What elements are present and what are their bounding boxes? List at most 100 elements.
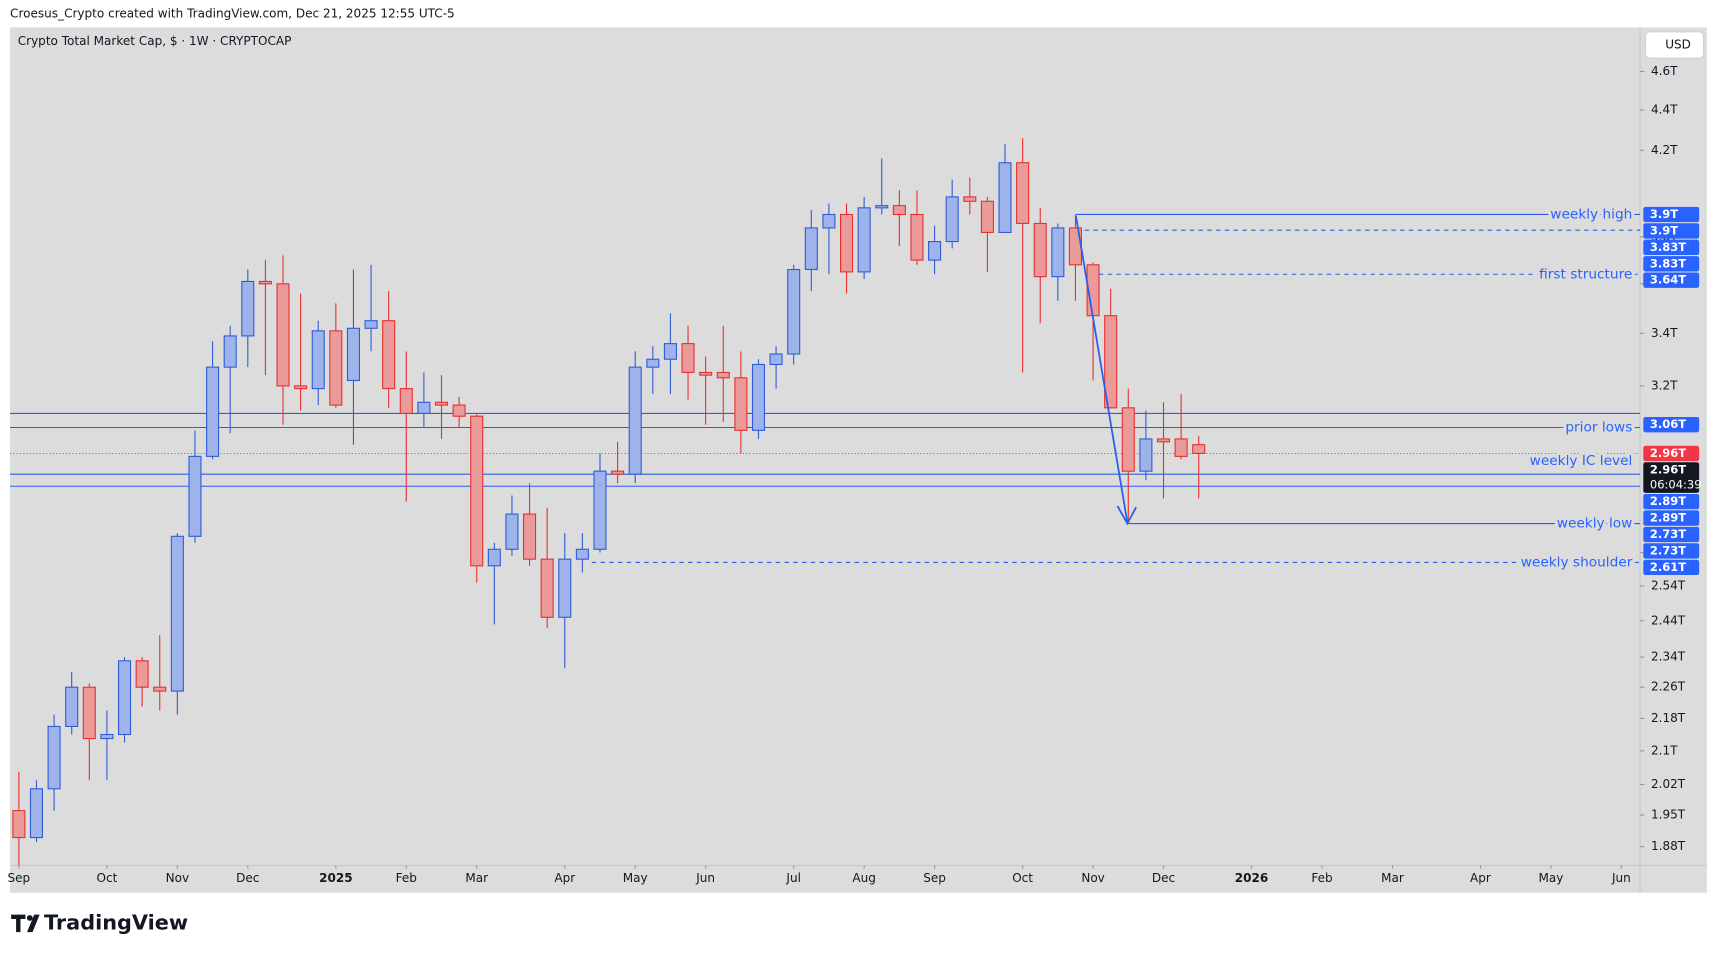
- candle-down: [452, 404, 466, 417]
- arrow-line: [1075, 215, 1129, 523]
- y-tick-label: 2.18T: [1651, 711, 1686, 725]
- price-label-box: [1643, 223, 1700, 239]
- price-label-box: [1643, 493, 1700, 510]
- candle-down: [681, 343, 695, 374]
- price-label: 2.73T: [1650, 543, 1686, 557]
- candle-down: [12, 810, 26, 839]
- y-tick-label: 1.88T: [1651, 839, 1686, 853]
- candle-down: [329, 330, 343, 406]
- price-label: 2.89T: [1650, 511, 1686, 525]
- price-label-box: [1643, 526, 1700, 543]
- candle-up: [223, 335, 237, 368]
- candle-down: [716, 371, 730, 379]
- price-label: 3.9T: [1650, 223, 1678, 237]
- candle-up: [100, 733, 114, 740]
- candle-up: [29, 788, 44, 839]
- candle-up: [663, 343, 677, 360]
- y-tick-label: 2.02T: [1651, 777, 1686, 791]
- price-label-box: [1643, 445, 1700, 462]
- x-tick-label: 2025: [319, 871, 353, 885]
- caption: Croesus_Crypto created with TradingView.…: [10, 7, 455, 21]
- x-tick-label: Apr: [554, 871, 575, 885]
- currency[interactable]: USD: [1665, 37, 1691, 51]
- x-tick-label: Nov: [166, 871, 189, 885]
- x-tick-label: Dec: [236, 871, 259, 885]
- arrow-head: [1116, 505, 1137, 526]
- price-label: 3.83T: [1650, 240, 1686, 254]
- x-tick-label: 2026: [1235, 871, 1269, 885]
- candle-up: [875, 205, 889, 209]
- candle-down: [1121, 407, 1135, 472]
- candle-up: [1051, 227, 1065, 278]
- candle-up: [1139, 438, 1153, 472]
- y-tick-label: 4.6T: [1651, 64, 1678, 78]
- x-tick-label: Jun: [1611, 871, 1631, 885]
- levels: weekly high first structure prior lows week…: [10, 203, 1641, 574]
- x-tick-label: May: [623, 871, 648, 885]
- candle-down: [258, 280, 272, 285]
- candle-down: [382, 320, 396, 390]
- x-tick-label: Feb: [1311, 871, 1332, 885]
- price-label: 2.96T: [1650, 462, 1686, 476]
- y-tick-label: 2.34T: [1651, 650, 1686, 664]
- price-label-box: [1643, 256, 1700, 272]
- candle-down: [892, 205, 906, 216]
- y-tick-label: 1.95T: [1651, 808, 1686, 822]
- logo-dot: [26, 915, 33, 921]
- candle-down: [82, 686, 96, 740]
- candle-down: [963, 196, 977, 202]
- candle-up: [593, 470, 607, 550]
- countdown: 06:04:39: [1650, 478, 1702, 492]
- candle-up: [487, 548, 501, 567]
- candle-down: [1033, 222, 1047, 278]
- candle-up: [804, 227, 818, 271]
- level-label: first structure: [1539, 266, 1632, 282]
- y-tick-label: 2.1T: [1651, 743, 1678, 757]
- candle-up: [346, 327, 360, 382]
- candle-down: [1104, 315, 1118, 409]
- candle-down: [611, 470, 625, 475]
- candle-up: [558, 558, 572, 618]
- arrow: [1075, 215, 1137, 526]
- y-tick-label: 2.44T: [1651, 613, 1686, 627]
- price-label-box: [1643, 272, 1700, 288]
- candle-up: [47, 725, 61, 790]
- price-label: 3.06T: [1650, 417, 1686, 431]
- candle-up: [787, 268, 801, 355]
- candle-down: [910, 213, 924, 261]
- candle-up: [65, 686, 79, 727]
- level-label: weekly low: [1557, 516, 1633, 532]
- candle-down: [1174, 438, 1188, 457]
- candle-up: [945, 196, 959, 243]
- x-tick-label: Jul: [785, 871, 801, 885]
- logo-t: [11, 914, 26, 933]
- x-tick-label: Oct: [97, 871, 118, 885]
- brand: TradingView: [44, 910, 188, 934]
- price-label-box: [1643, 206, 1700, 223]
- y-tick-label: 4.2T: [1651, 143, 1678, 157]
- x-tick-label: Mar: [465, 871, 488, 885]
- candle-up: [751, 363, 766, 431]
- candle-down: [839, 213, 854, 273]
- candle-up: [206, 366, 220, 457]
- candle-down: [734, 377, 748, 431]
- currency-button[interactable]: [1644, 31, 1705, 59]
- price-label: 2.61T: [1650, 560, 1686, 574]
- candle-down: [399, 388, 413, 414]
- price-label: 2.73T: [1650, 527, 1686, 541]
- candle-up: [364, 320, 378, 329]
- candle-up: [241, 280, 255, 337]
- x-tick-label: Aug: [852, 871, 876, 885]
- candle-up: [505, 513, 519, 550]
- axes: 1.88T 1.95T 2.02T 2.1T 2.18T 2.26T 2.34T 2.44T 2…: [8, 64, 1702, 885]
- candle-down: [470, 415, 484, 567]
- candle-down: [980, 200, 994, 233]
- price-label-box: [1643, 416, 1700, 433]
- price-label-box: [1643, 462, 1700, 493]
- chart-title: Crypto Total Market Cap, $ · 1W · CRYPTO…: [18, 34, 292, 48]
- x-tick-label: Mar: [1381, 871, 1404, 885]
- y-tick-label: 2.26T: [1651, 680, 1686, 694]
- candle-down: [434, 401, 449, 406]
